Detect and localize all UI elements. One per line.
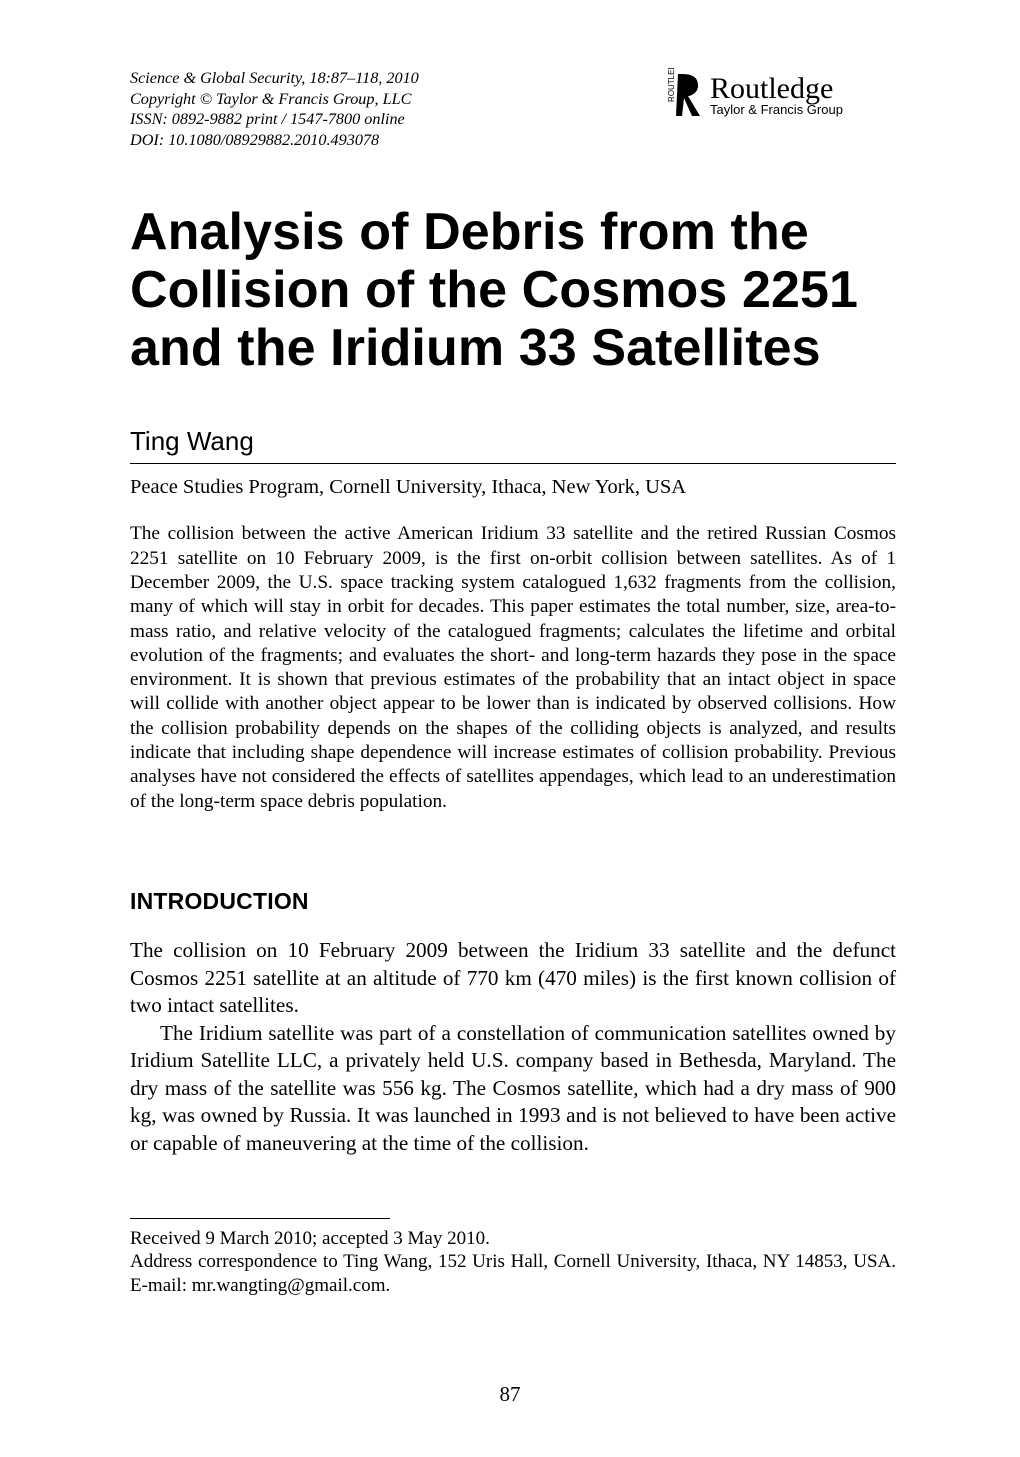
author-rule — [130, 463, 896, 464]
section-heading-introduction: INTRODUCTION — [130, 888, 896, 915]
publisher-logo: ROUTLEDGE Routledge Taylor & Francis Gro… — [666, 68, 896, 124]
article-title: Analysis of Debris from the Collision of… — [130, 203, 896, 378]
abstract: The collision between the active America… — [130, 522, 896, 814]
header-row: Science & Global Security, 18:87–118, 20… — [130, 68, 896, 151]
footnote-correspondence: Address correspondence to Ting Wang, 152… — [130, 1250, 896, 1298]
author-affiliation: Peace Studies Program, Cornell Universit… — [130, 474, 896, 501]
issn-line: ISSN: 0892-9882 print / 1547-7800 online — [130, 109, 419, 130]
intro-paragraph-1: The collision on 10 February 2009 betwee… — [130, 937, 896, 1020]
author-name: Ting Wang — [130, 426, 896, 457]
footnote-received: Received 9 March 2010; accepted 3 May 20… — [130, 1227, 896, 1251]
routledge-icon: ROUTLEDGE Routledge Taylor & Francis Gro… — [666, 68, 896, 124]
footnotes: Received 9 March 2010; accepted 3 May 20… — [130, 1227, 896, 1298]
intro-paragraph-2: The Iridium satellite was part of a cons… — [130, 1020, 896, 1158]
svg-text:ROUTLEDGE: ROUTLEDGE — [667, 68, 676, 102]
page-number: 87 — [0, 1382, 1020, 1407]
journal-line: Science & Global Security, 18:87–118, 20… — [130, 68, 419, 89]
publisher-tagline: Taylor & Francis Group — [710, 102, 843, 117]
footnote-separator — [130, 1218, 390, 1219]
journal-meta: Science & Global Security, 18:87–118, 20… — [130, 68, 419, 151]
publisher-name: Routledge — [710, 72, 833, 105]
copyright-line: Copyright © Taylor & Francis Group, LLC — [130, 89, 419, 110]
page-root: Science & Global Security, 18:87–118, 20… — [0, 0, 1020, 1457]
doi-line: DOI: 10.1080/08929882.2010.493078 — [130, 130, 419, 151]
